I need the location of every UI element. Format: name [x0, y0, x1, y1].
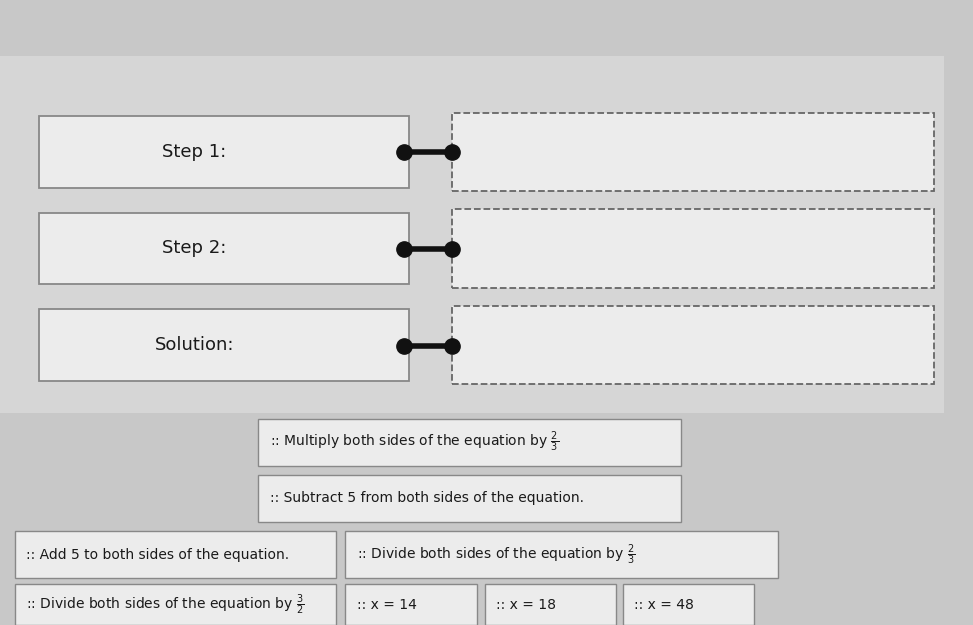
- FancyBboxPatch shape: [452, 306, 934, 384]
- FancyBboxPatch shape: [485, 584, 616, 625]
- FancyBboxPatch shape: [452, 209, 934, 288]
- Text: Solution:: Solution:: [155, 336, 234, 354]
- FancyBboxPatch shape: [623, 584, 754, 625]
- Text: :: x = 18: :: x = 18: [496, 598, 557, 612]
- FancyBboxPatch shape: [258, 475, 681, 522]
- FancyBboxPatch shape: [258, 419, 681, 466]
- FancyBboxPatch shape: [0, 56, 944, 413]
- Text: :: Multiply both sides of the equation by $\frac{2}{3}$: :: Multiply both sides of the equation b…: [270, 430, 559, 454]
- Text: :: Subtract 5 from both sides of the equation.: :: Subtract 5 from both sides of the equ…: [270, 491, 584, 506]
- FancyBboxPatch shape: [39, 309, 409, 381]
- FancyBboxPatch shape: [15, 531, 336, 578]
- FancyBboxPatch shape: [15, 584, 336, 625]
- FancyBboxPatch shape: [452, 112, 934, 191]
- Text: :: Add 5 to both sides of the equation.: :: Add 5 to both sides of the equation.: [26, 548, 289, 562]
- Text: :: Divide both sides of the equation by $\frac{3}{2}$: :: Divide both sides of the equation by …: [26, 592, 305, 617]
- FancyBboxPatch shape: [39, 116, 409, 188]
- Text: :: x = 48: :: x = 48: [634, 598, 695, 612]
- Text: Step 2:: Step 2:: [162, 239, 227, 258]
- Text: :: Divide both sides of the equation by $\frac{2}{3}$: :: Divide both sides of the equation by …: [357, 542, 635, 567]
- FancyBboxPatch shape: [39, 213, 409, 284]
- FancyBboxPatch shape: [345, 531, 778, 578]
- Text: Step 1:: Step 1:: [162, 142, 227, 161]
- Text: :: x = 14: :: x = 14: [357, 598, 417, 612]
- FancyBboxPatch shape: [345, 584, 477, 625]
